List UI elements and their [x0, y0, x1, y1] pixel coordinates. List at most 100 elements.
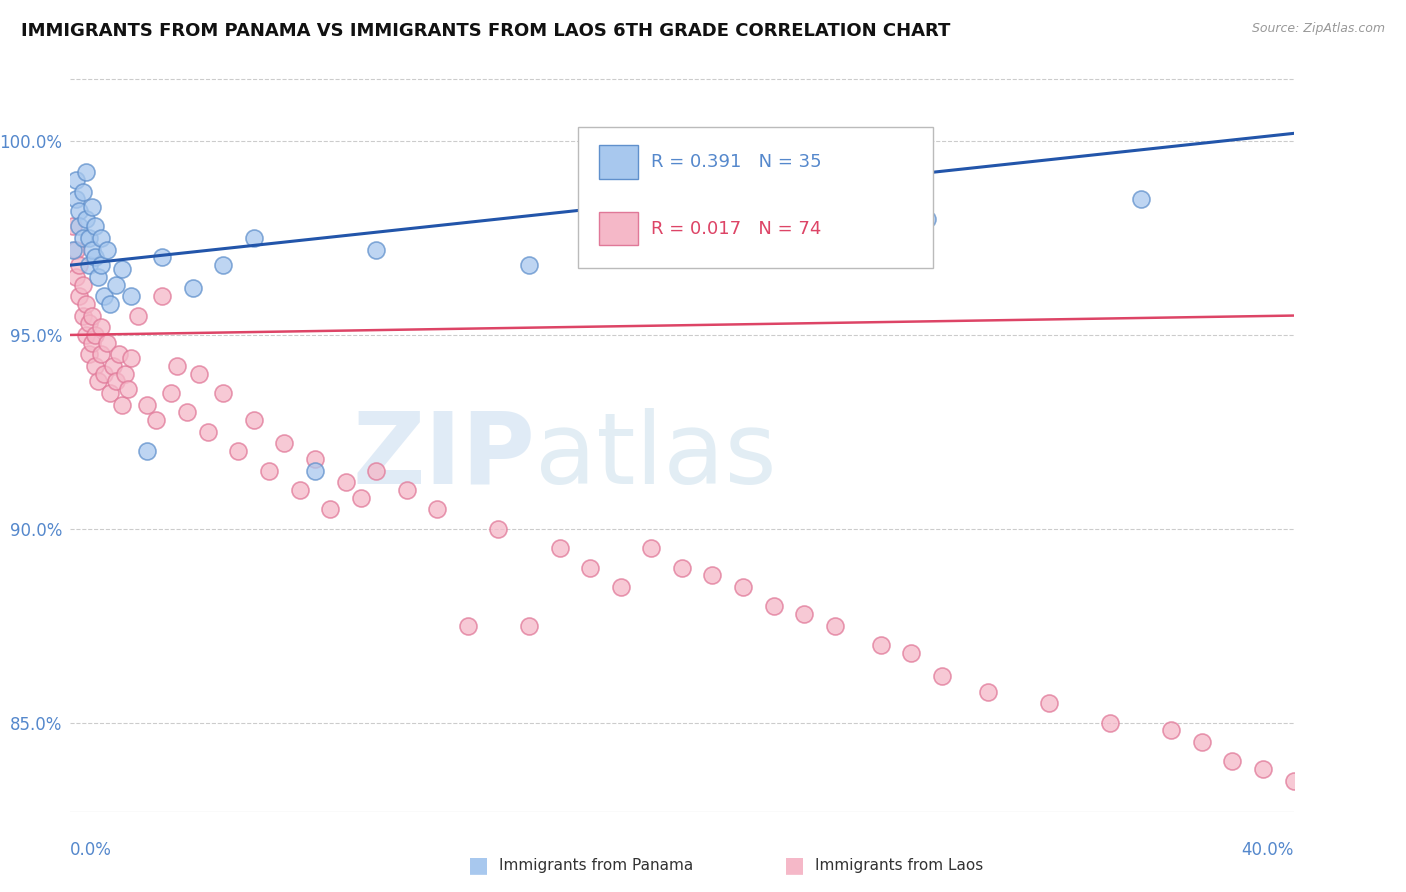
Point [135, 444, 157, 458]
Point [105, 375, 128, 389]
Point [93, 289, 115, 303]
Point [517, 258, 540, 272]
Point [90, 347, 112, 361]
Point [366, 464, 388, 478]
Point [900, 646, 922, 660]
Point [65, 173, 87, 187]
Point [111, 262, 134, 277]
Point [83, 327, 105, 342]
Point [90, 231, 112, 245]
Point [62, 219, 84, 234]
Point [69, 203, 91, 218]
Point [72, 309, 94, 323]
Point [98, 297, 121, 311]
Point [228, 444, 250, 458]
Point [111, 398, 134, 412]
Point [72, 231, 94, 245]
Point [1038, 696, 1060, 710]
Point [273, 436, 295, 450]
Point [335, 475, 357, 490]
Point [243, 231, 266, 245]
Point [243, 413, 266, 427]
Point [212, 258, 235, 272]
Point [160, 386, 183, 401]
Point [90, 320, 112, 334]
Point [150, 251, 173, 265]
Point [114, 367, 136, 381]
Point [87, 375, 110, 389]
Text: 40.0%: 40.0% [1241, 841, 1294, 859]
Point [671, 231, 693, 245]
Point [75, 327, 97, 342]
Point [65, 243, 87, 257]
Point [1099, 715, 1122, 730]
Text: 0.0%: 0.0% [70, 841, 112, 859]
Point [72, 277, 94, 292]
Point [1251, 762, 1274, 776]
Point [197, 425, 219, 439]
Point [93, 367, 115, 381]
Text: IMMIGRANTS FROM PANAMA VS IMMIGRANTS FROM LAOS 6TH GRADE CORRELATION CHART: IMMIGRANTS FROM PANAMA VS IMMIGRANTS FRO… [21, 22, 950, 40]
Point [976, 684, 998, 698]
Point [75, 211, 97, 226]
Point [145, 413, 167, 427]
Point [83, 359, 105, 373]
Point [488, 522, 510, 536]
Point [319, 502, 342, 516]
Point [150, 289, 173, 303]
Point [640, 541, 662, 556]
Point [1160, 723, 1182, 738]
Point [90, 258, 112, 272]
Text: Source: ZipAtlas.com: Source: ZipAtlas.com [1251, 22, 1385, 36]
Point [671, 560, 693, 574]
Point [733, 580, 755, 594]
Point [83, 219, 105, 234]
Point [350, 491, 373, 505]
Point [121, 289, 143, 303]
Point [181, 281, 204, 295]
Point [135, 398, 157, 412]
Point [257, 464, 280, 478]
Point [65, 192, 87, 206]
Point [96, 335, 118, 350]
Point [77, 316, 100, 330]
Point [1191, 735, 1213, 749]
Point [869, 638, 891, 652]
Point [1220, 755, 1243, 769]
Point [166, 359, 188, 373]
Point [579, 560, 602, 574]
Point [117, 382, 139, 396]
Bar [599, 212, 638, 245]
Point [1282, 773, 1305, 788]
Point [105, 277, 128, 292]
Point [80, 309, 103, 323]
Point [366, 243, 388, 257]
Point [80, 335, 103, 350]
Text: R = 0.017   N = 74: R = 0.017 N = 74 [651, 220, 821, 238]
Point [77, 258, 100, 272]
Point [187, 367, 209, 381]
Point [65, 269, 87, 284]
Point [176, 405, 198, 419]
Point [75, 297, 97, 311]
Text: R = 0.391   N = 35: R = 0.391 N = 35 [651, 153, 823, 171]
Point [824, 618, 846, 632]
Point [101, 359, 124, 373]
Point [517, 618, 540, 632]
Point [69, 219, 91, 234]
Text: Immigrants from Laos: Immigrants from Laos [815, 858, 984, 872]
Point [793, 607, 815, 621]
Point [83, 251, 105, 265]
Point [69, 258, 91, 272]
Point [931, 669, 953, 683]
Point [1129, 192, 1152, 206]
Point [548, 541, 571, 556]
Point [75, 165, 97, 179]
Point [915, 211, 938, 226]
Text: Immigrants from Panama: Immigrants from Panama [499, 858, 693, 872]
Point [212, 386, 235, 401]
Point [96, 243, 118, 257]
Bar [599, 145, 638, 178]
Point [127, 309, 149, 323]
Text: ZIP: ZIP [353, 408, 536, 505]
